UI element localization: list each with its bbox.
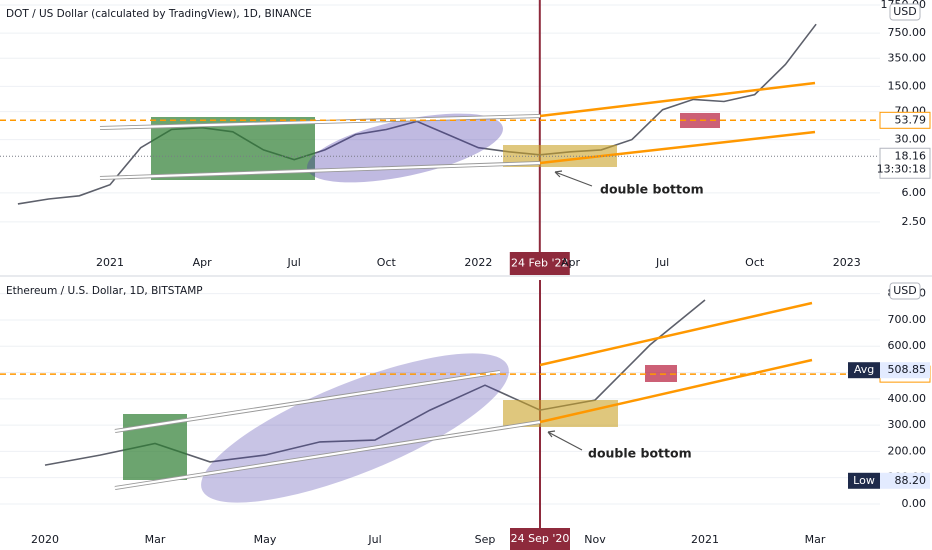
price-badge: [879, 111, 931, 129]
chart-title: DOT / US Dollar (calculated by TradingVi…: [6, 8, 312, 20]
y-tick-label: 2.50: [902, 215, 927, 228]
x-tick-label: Jul: [655, 256, 669, 269]
channel-line: [539, 358, 813, 424]
trend-line: [114, 420, 541, 490]
trend-line: [114, 370, 501, 433]
y-tick-label: 30.00: [895, 133, 927, 146]
x-tick-label: 2022: [464, 256, 492, 269]
price-label-tag: [848, 362, 880, 379]
crosshair-date-box: [509, 252, 570, 275]
ellipse: [201, 353, 509, 503]
y-tick-label: 0.00: [902, 497, 927, 510]
crosshair-date: 24 Feb '22: [511, 257, 569, 270]
chart-title: Ethereum / U.S. Dollar, 1D, BITSTAMP: [6, 285, 203, 297]
y-tick-label: 200.00: [888, 444, 927, 457]
currency-badge: [889, 3, 921, 21]
last-price: 18.16: [895, 149, 927, 162]
x-tick-label: 2023: [833, 256, 861, 269]
y-tick-label: 300.00: [888, 418, 927, 431]
x-tick-label: Jul: [287, 256, 301, 269]
y-tick-label: 400.00: [888, 392, 927, 405]
y-tick-label: 600.00: [888, 339, 927, 352]
ellipse: [307, 113, 503, 183]
y-tick-label: 750.00: [888, 26, 927, 39]
crosshair-date: 24 Sep '20: [511, 532, 570, 545]
price-line: [17, 23, 817, 205]
currency-badge: [889, 282, 921, 300]
crosshair-date-box: [510, 528, 570, 550]
channel-line: [539, 81, 816, 118]
trend-line: [99, 114, 541, 130]
currency: USD: [893, 284, 917, 297]
price-label-name: Low: [853, 474, 875, 487]
x-tick-label: 2020: [31, 533, 59, 546]
x-tick-label: Oct: [377, 256, 397, 269]
y-tick-label: 6.00: [902, 186, 927, 199]
y-tick-label: 350.00: [888, 51, 927, 64]
arrow: [554, 170, 593, 187]
price-badge-label: 53.79: [895, 113, 927, 126]
price-label-tag: [848, 472, 880, 489]
countdown: 13:30:18: [877, 162, 926, 175]
price-label-value: 88.20: [895, 474, 927, 487]
x-tick-label: 2021: [96, 256, 124, 269]
price-label-badge: [880, 472, 930, 489]
annotation: double bottom: [600, 182, 704, 197]
y-tick-label: 700.00: [888, 313, 927, 326]
arrow: [547, 430, 583, 451]
price-label-badge: [880, 362, 930, 379]
last-price-badge: [879, 147, 931, 179]
x-tick-label: 2021: [691, 533, 719, 546]
price-label-value: 508.85: [888, 363, 927, 376]
annotation: double bottom: [588, 446, 692, 461]
range-box: [503, 400, 618, 427]
x-tick-label: Nov: [584, 533, 606, 546]
x-tick-label: Oct: [745, 256, 765, 269]
x-tick-label: Mar: [805, 533, 826, 546]
x-tick-label: Mar: [145, 533, 166, 546]
x-tick-label: Apr: [193, 256, 213, 269]
x-tick-label: May: [254, 533, 277, 546]
price-label-name: Avg: [854, 363, 874, 376]
drawings: [0, 81, 932, 503]
channel-line: [539, 130, 816, 165]
currency: USD: [893, 5, 917, 18]
x-tick-label: Apr: [561, 256, 581, 269]
x-tick-label: Jul: [367, 533, 381, 546]
channel-line: [539, 301, 813, 367]
x-tick-label: Sep: [475, 533, 496, 546]
y-tick-label: 150.00: [888, 79, 927, 92]
underlay: [0, 0, 880, 550]
trend-line: [99, 161, 541, 180]
